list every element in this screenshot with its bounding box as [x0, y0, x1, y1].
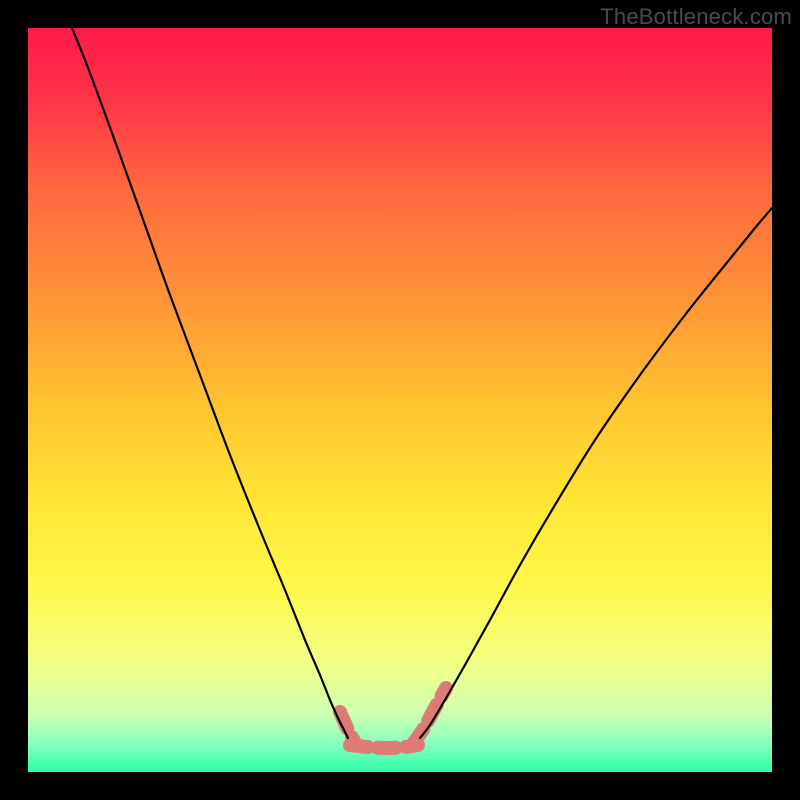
watermark-text: TheBottleneck.com: [600, 4, 792, 30]
black-frame: [0, 0, 800, 800]
